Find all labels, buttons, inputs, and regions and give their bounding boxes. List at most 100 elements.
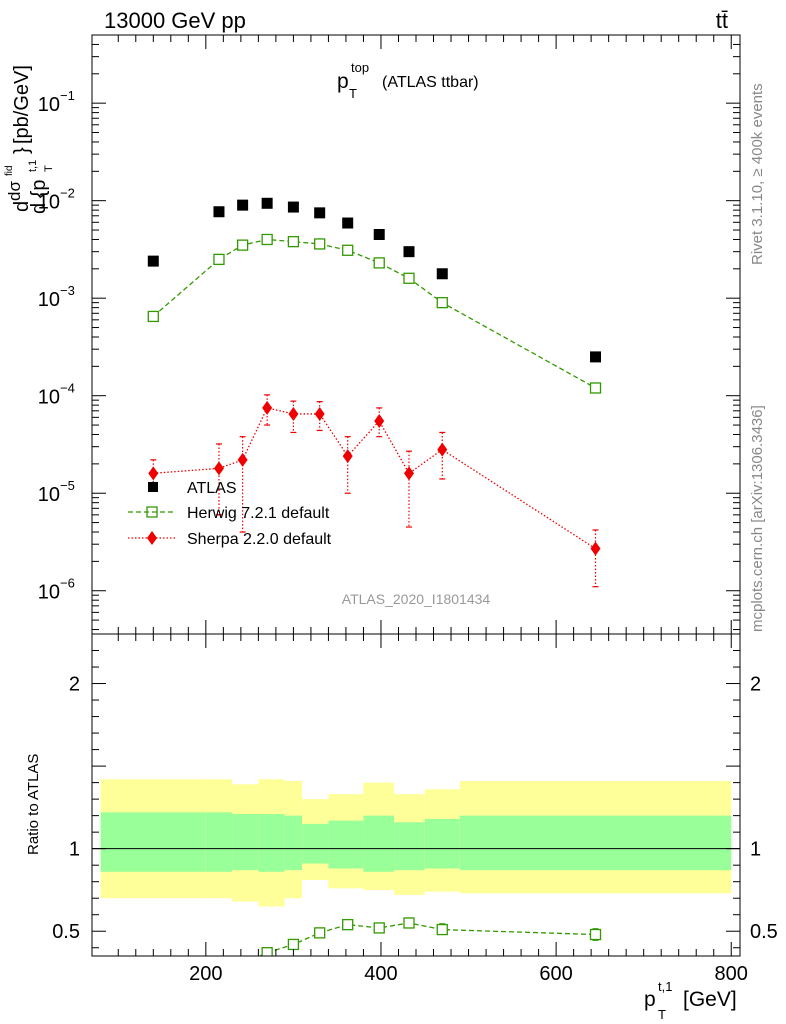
legend-label-herwig: Herwig 7.2.1 default (187, 505, 330, 522)
ratio-herwig-point (589, 928, 602, 941)
herwig-point (314, 238, 326, 250)
ratio-y-tick-label-right: 2 (750, 674, 761, 696)
y-tick-label-base: 10 (38, 484, 60, 506)
y-label-unit: [pb/GeV] (11, 65, 33, 144)
ratio-band-inner (258, 813, 285, 872)
main-series-layer (147, 197, 602, 588)
plot-title-rest: (ATLAS ttbar) (382, 74, 479, 91)
legend-marker-sherpa (147, 531, 157, 545)
ratio-band-inner (424, 818, 460, 869)
sherpa-point (237, 452, 248, 467)
main-panel: 10−610−510−410−310−210−1 p top T (ATLAS … (4, 34, 741, 635)
main-y-axis-label: d dσ fid d {p T t,1 } [pb/GeV] (4, 65, 55, 214)
herwig-point (213, 253, 225, 266)
header-process-label: tt̄ (716, 8, 728, 33)
ratio-band-inner (232, 813, 259, 871)
ratio-y-tick-label-right: 1 (750, 839, 761, 861)
sherpa-point (590, 541, 601, 556)
ratio-band-inner (328, 820, 364, 869)
rivet-version-label: Rivet 3.1.10, ≥ 400k events (749, 83, 766, 265)
sherpa-point (213, 461, 224, 476)
y-label-fid: fid (4, 165, 15, 176)
ratio-herwig-point (373, 922, 385, 934)
atlas-data-point (436, 268, 448, 280)
sherpa-point (314, 406, 325, 421)
herwig-point (287, 236, 300, 248)
plot-title: p top T (ATLAS ttbar) (337, 60, 479, 101)
ratio-herwig-point (238, 959, 248, 969)
legend: ATLAS Herwig 7.2.1 default Sherpa 2.2.0 … (128, 480, 332, 548)
x-label-p: p (644, 988, 656, 1011)
atlas-data-point (287, 201, 299, 213)
sherpa-point (288, 406, 299, 421)
x-label-unit: [GeV] (683, 988, 737, 1011)
ratio-band-inner (302, 823, 329, 864)
y-label-d: d (11, 201, 33, 212)
y-tick-label-exp: −2 (60, 186, 75, 201)
sherpa-point (148, 466, 159, 481)
atlas-data-point (147, 255, 159, 267)
ratio-band-inner (284, 815, 303, 871)
y-label-den-sup: t,1 (27, 160, 39, 172)
x-label-sub: T (658, 1007, 666, 1022)
ratio-band-inner (459, 815, 732, 871)
x-tick-label: 800 (715, 963, 748, 985)
herwig-point (436, 297, 448, 309)
legend-marker-atlas (148, 482, 158, 492)
atlas-data-point (373, 228, 385, 240)
atlas-data-point (261, 197, 273, 209)
herwig-point (147, 310, 159, 323)
y-tick-label-base: 10 (38, 387, 60, 409)
main-y-ticks: 10−610−510−410−310−210−1 (38, 34, 740, 631)
header-energy-label: 13000 GeV pp (104, 8, 246, 33)
ratio-herwig-point (342, 918, 354, 931)
ratio-herwig-point (261, 947, 273, 956)
ratio-band-inner (363, 815, 395, 872)
ratio-herwig-line (258, 922, 596, 956)
y-label-denominator: d {p (28, 180, 50, 214)
ratio-y-tick-label-right: 0.5 (750, 921, 778, 943)
y-tick-label-base: 10 (38, 192, 60, 214)
x-tick-label: 200 (189, 963, 222, 985)
plot-title-sup: top (351, 60, 369, 75)
plot-title-p: p (337, 70, 349, 93)
y-tick-label-exp: −6 (60, 576, 75, 591)
ratio-clipped-group (238, 917, 602, 969)
herwig-point (261, 233, 273, 246)
atlas-data-point (213, 206, 225, 218)
ratio-y-tick-label-left: 1 (69, 839, 80, 861)
ratio-herwig-point (436, 923, 448, 936)
ratio-band-inner (100, 812, 206, 872)
ratio-bands (100, 779, 732, 907)
legend-marker-herwig (146, 506, 158, 518)
herwig-point (589, 382, 602, 394)
y-label-close: } (11, 147, 33, 154)
x-tick-label: 400 (364, 963, 397, 985)
sherpa-point (437, 442, 448, 457)
ratio-herwig-point (403, 917, 415, 929)
y-label-den-sub: T (43, 165, 55, 172)
y-tick-label-base: 10 (38, 94, 60, 116)
mcplots-label: mcplots.cern.ch [arXiv:1306.3436] (749, 405, 766, 632)
atlas-data-point (237, 199, 249, 211)
herwig-point (403, 272, 415, 284)
main-x-ticks (117, 35, 732, 634)
ratio-band-inner (394, 822, 425, 871)
legend-label-atlas: ATLAS (187, 480, 237, 497)
herwig-point (236, 239, 249, 251)
atlas-data-point (314, 207, 326, 219)
sherpa-point (262, 400, 273, 415)
sherpa-point (403, 466, 414, 481)
ratio-plot-frame (91, 633, 741, 957)
x-axis-label: p T t,1 [GeV] (644, 979, 737, 1022)
ratio-y-tick-label-left: 0.5 (52, 921, 80, 943)
herwig-point (373, 257, 385, 269)
y-tick-label-exp: −5 (60, 478, 75, 493)
x-label-sup: t,1 (658, 979, 672, 994)
atlas-data-point (590, 351, 602, 363)
y-tick-label-base: 10 (38, 289, 60, 311)
ratio-herwig-point (287, 938, 300, 951)
